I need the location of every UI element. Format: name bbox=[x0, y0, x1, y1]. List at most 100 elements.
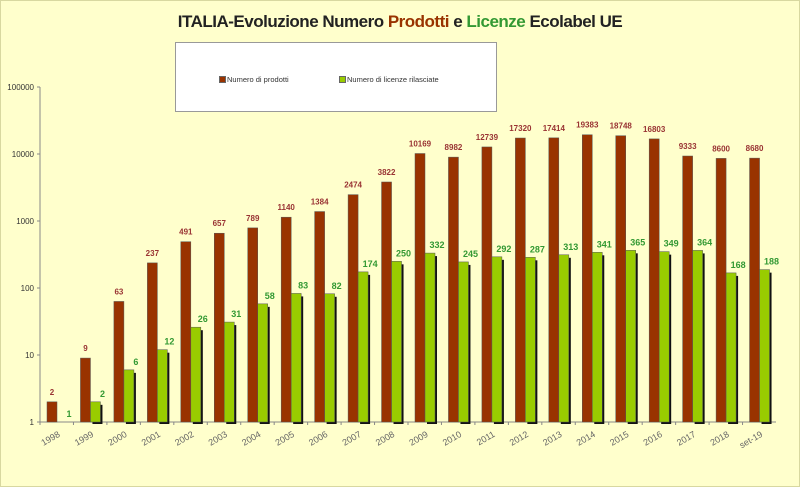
bar-prodotti bbox=[247, 227, 258, 423]
bar-licenze bbox=[592, 252, 603, 423]
bar-prodotti bbox=[46, 401, 58, 423]
x-tick-label: 2003 bbox=[207, 429, 229, 448]
title-part: Ecolabel UE bbox=[525, 12, 623, 31]
data-label-licenze: 6 bbox=[133, 357, 138, 367]
data-label-prodotti: 657 bbox=[213, 219, 227, 228]
data-label-licenze: 250 bbox=[396, 248, 411, 258]
bar-licenze bbox=[123, 369, 135, 423]
data-label-prodotti: 1140 bbox=[278, 203, 296, 212]
x-tick-label: 2006 bbox=[307, 429, 329, 448]
data-label-licenze: 188 bbox=[764, 257, 779, 267]
x-tick-label: 2012 bbox=[508, 429, 530, 448]
chart-title: ITALIA-Evoluzione Numero Prodotti e Lice… bbox=[0, 12, 800, 32]
bar-prodotti bbox=[314, 211, 325, 423]
data-label-licenze: 31 bbox=[231, 309, 241, 319]
title-licenze: Licenze bbox=[466, 12, 526, 31]
data-label-prodotti: 18748 bbox=[610, 122, 633, 131]
y-tick-label: 10 bbox=[25, 351, 34, 360]
bar-prodotti bbox=[582, 134, 593, 423]
x-tick-label: 2014 bbox=[575, 429, 597, 448]
bar-licenze bbox=[424, 252, 436, 423]
data-label-prodotti: 8600 bbox=[712, 144, 730, 153]
bar-licenze bbox=[324, 293, 335, 423]
legend-label: Numero di licenze rilasciate bbox=[347, 75, 439, 84]
x-tick-label: 2018 bbox=[708, 429, 730, 448]
y-tick-label: 1 bbox=[30, 418, 35, 427]
bar-licenze bbox=[157, 349, 168, 423]
bar-licenze bbox=[257, 303, 268, 423]
legend-swatch bbox=[339, 76, 346, 83]
x-tick-label: 2015 bbox=[608, 429, 630, 448]
bar-prodotti bbox=[481, 146, 493, 423]
title-prodotti: Prodotti bbox=[387, 12, 450, 31]
bar-licenze bbox=[658, 251, 670, 423]
x-tick-label: set-19 bbox=[738, 429, 765, 450]
data-label-prodotti: 789 bbox=[246, 214, 260, 223]
data-label-prodotti: 237 bbox=[146, 249, 160, 258]
bar-prodotti bbox=[80, 357, 91, 423]
data-label-prodotti: 1384 bbox=[311, 198, 329, 207]
y-tick-label: 100000 bbox=[7, 83, 34, 92]
bar-prodotti bbox=[147, 262, 158, 423]
data-label-licenze: 313 bbox=[563, 242, 578, 252]
x-tick-label: 2013 bbox=[541, 429, 563, 448]
legend-item-prodotti: Numero di prodotti bbox=[219, 75, 289, 84]
x-tick-label: 1998 bbox=[39, 429, 61, 448]
bar-licenze bbox=[90, 401, 101, 423]
data-label-licenze: 168 bbox=[731, 260, 746, 270]
data-label-licenze: 1 bbox=[66, 409, 71, 419]
data-label-licenze: 341 bbox=[597, 239, 612, 249]
bar-licenze bbox=[357, 271, 369, 423]
x-tick-label: 2007 bbox=[340, 429, 362, 448]
bar-prodotti bbox=[749, 157, 760, 423]
data-label-licenze: 349 bbox=[664, 239, 679, 249]
x-tick-label: 2005 bbox=[274, 429, 296, 448]
data-label-prodotti: 8982 bbox=[445, 143, 463, 152]
bar-licenze bbox=[558, 254, 570, 423]
data-label-licenze: 12 bbox=[164, 337, 174, 347]
bar-prodotti bbox=[280, 216, 292, 423]
legend-swatch bbox=[219, 76, 226, 83]
bar-prodotti bbox=[214, 232, 225, 423]
legend-item-licenze: Numero di licenze rilasciate bbox=[339, 75, 439, 84]
y-tick-label: 100 bbox=[21, 284, 35, 293]
bar-licenze bbox=[458, 261, 469, 423]
bar-prodotti bbox=[515, 137, 526, 423]
y-tick-label: 1000 bbox=[16, 217, 34, 226]
data-label-prodotti: 8680 bbox=[746, 144, 764, 153]
x-tick-label: 2016 bbox=[642, 429, 664, 448]
bar-prodotti bbox=[548, 137, 560, 423]
data-label-licenze: 287 bbox=[530, 244, 545, 254]
data-label-prodotti: 17320 bbox=[509, 124, 532, 133]
x-tick-label: 2001 bbox=[140, 429, 162, 448]
bar-licenze bbox=[391, 261, 402, 423]
bar-prodotti bbox=[682, 155, 693, 423]
x-tick-label: 2008 bbox=[374, 429, 396, 448]
data-label-prodotti: 12739 bbox=[476, 133, 499, 142]
data-label-licenze: 26 bbox=[198, 314, 208, 324]
data-label-prodotti: 17414 bbox=[543, 124, 566, 133]
data-label-licenze: 332 bbox=[429, 240, 444, 250]
bar-licenze bbox=[491, 256, 503, 423]
bar-prodotti bbox=[715, 158, 727, 423]
data-label-prodotti: 63 bbox=[114, 287, 123, 296]
bar-prodotti bbox=[615, 135, 626, 423]
data-label-prodotti: 2474 bbox=[344, 181, 362, 190]
data-label-licenze: 83 bbox=[298, 280, 308, 290]
bar-licenze bbox=[692, 250, 703, 423]
bar-licenze bbox=[190, 326, 202, 423]
data-label-licenze: 292 bbox=[496, 244, 511, 254]
x-tick-label: 2000 bbox=[106, 429, 128, 448]
data-label-prodotti: 2 bbox=[50, 388, 55, 397]
bar-licenze bbox=[290, 293, 302, 423]
legend-label: Numero di prodotti bbox=[227, 75, 289, 84]
data-label-prodotti: 19383 bbox=[576, 121, 599, 130]
bar-prodotti bbox=[180, 241, 192, 423]
bar-prodotti bbox=[448, 156, 459, 423]
data-label-licenze: 365 bbox=[630, 237, 645, 247]
bar-prodotti bbox=[347, 194, 359, 423]
title-part: e bbox=[448, 12, 467, 31]
x-tick-label: 2017 bbox=[675, 429, 697, 448]
data-label-licenze: 82 bbox=[332, 281, 342, 291]
